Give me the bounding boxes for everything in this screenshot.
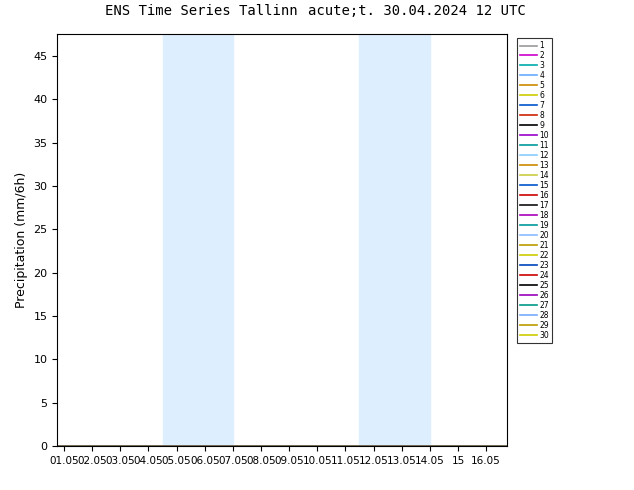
Text: acute;t. 30.04.2024 12 UTC: acute;t. 30.04.2024 12 UTC [308, 4, 526, 18]
Text: ENS Time Series Tallinn: ENS Time Series Tallinn [105, 4, 297, 18]
Legend: 1, 2, 3, 4, 5, 6, 7, 8, 9, 10, 11, 12, 13, 14, 15, 16, 17, 18, 19, 20, 21, 22, 2: 1, 2, 3, 4, 5, 6, 7, 8, 9, 10, 11, 12, 1… [517, 38, 552, 343]
Bar [359, 34, 430, 446]
Y-axis label: Precipitation (mm/6h): Precipitation (mm/6h) [15, 172, 28, 308]
Bar [162, 34, 233, 446]
